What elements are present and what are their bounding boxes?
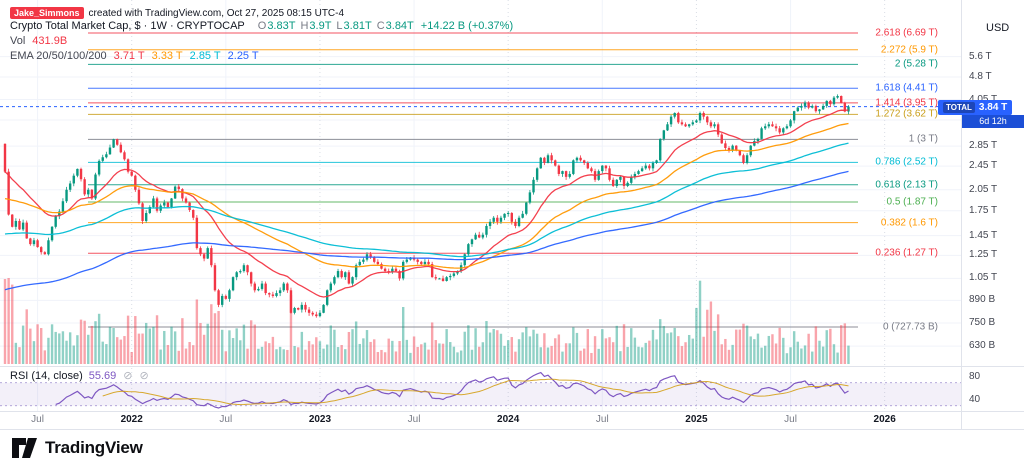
attribution: Jake_Simmons created with TradingView.com… bbox=[10, 4, 513, 19]
price-tick-label: 630 B bbox=[969, 340, 996, 352]
time-tick-label: 2025 bbox=[685, 414, 708, 425]
ema200-value: 2.25 T bbox=[227, 50, 259, 62]
low-value: 3.81T bbox=[343, 20, 372, 32]
rsi-tick-label: 80 bbox=[969, 371, 981, 382]
open-value: 3.83T bbox=[267, 20, 296, 32]
time-tick-label: 2023 bbox=[308, 414, 332, 425]
price-tick-label: 2.45 T bbox=[969, 160, 998, 172]
rsi-legend-row[interactable]: RSI (14, close) 55.69 ⊘ ⊘ bbox=[10, 369, 149, 382]
symbol-title: Crypto Total Market Cap, $ · 1W · CRYPTO… bbox=[10, 20, 245, 32]
time-tick-label: 2026 bbox=[873, 414, 896, 425]
price-tick-label: 1.25 T bbox=[969, 249, 998, 261]
price-tick-label: 2.85 T bbox=[969, 140, 998, 152]
time-tick-label: 2024 bbox=[497, 414, 520, 425]
time-tick-label: Jul bbox=[31, 414, 44, 425]
grid-layer bbox=[0, 0, 962, 411]
rsi-tick-label: 40 bbox=[969, 394, 981, 405]
time-tick-label: 2022 bbox=[120, 414, 143, 425]
badge-symbol: TOTAL bbox=[943, 101, 975, 113]
time-tick-label: Jul bbox=[595, 414, 609, 425]
rsi-label: RSI (14, close) bbox=[10, 370, 83, 382]
tradingview-logo-text: TradingView bbox=[45, 438, 143, 457]
high-label: H bbox=[300, 20, 309, 32]
symbol-legend-row[interactable]: Crypto Total Market Cap, $ · 1W · CRYPTO… bbox=[10, 19, 513, 34]
rsi-value: 55.69 bbox=[88, 370, 117, 382]
price-tick-label: 4.05 T bbox=[969, 94, 997, 105]
close-value: 3.84T bbox=[385, 20, 414, 32]
price-tick-label: 750 B bbox=[969, 317, 996, 328]
main-chart[interactable] bbox=[0, 0, 962, 430]
settings-icon[interactable]: ⊘ bbox=[139, 370, 149, 382]
price-tick-label: 1.45 T bbox=[969, 229, 998, 241]
rsi-layer bbox=[0, 371, 962, 409]
candles-layer bbox=[3, 94, 850, 318]
attribution-text: created with TradingView.com, Oct 27, 20… bbox=[88, 8, 345, 19]
current-price-badge[interactable]: TOTAL 3.84 T bbox=[938, 99, 1013, 115]
tradingview-logo-icon bbox=[12, 438, 37, 458]
price-tick-label: 1.75 T bbox=[969, 204, 998, 216]
axis-divider bbox=[961, 0, 962, 430]
price-tick-label: 890 B bbox=[969, 294, 996, 306]
chart-legend: Jake_Simmons created with TradingView.com… bbox=[10, 4, 513, 64]
ema-legend-row[interactable]: EMA 20/50/100/200 3.71 T 3.33 T 2.85 T 2.25 … bbox=[10, 49, 513, 64]
divider bbox=[0, 429, 1024, 430]
volume-layer bbox=[3, 278, 850, 364]
time-tick-label: Jul bbox=[784, 414, 797, 425]
close-label: C bbox=[376, 20, 385, 32]
price-tick-label: 5.6 T bbox=[969, 50, 992, 62]
volume-legend-row[interactable]: Vol 431.9B bbox=[10, 34, 513, 49]
pane-divider[interactable] bbox=[0, 366, 1024, 367]
time-axis[interactable]: Jul 2022 Jul 2023 Jul 2024 Jul 2025 Jul 2026 bbox=[0, 413, 962, 429]
pane-divider[interactable] bbox=[0, 411, 1024, 412]
eye-icon[interactable]: ⊘ bbox=[123, 370, 133, 382]
ema50-value: 3.33 T bbox=[151, 50, 183, 62]
price-tick-label: 4.8 T bbox=[969, 71, 992, 83]
high-value: 3.9T bbox=[309, 20, 332, 32]
open-label: O bbox=[257, 20, 267, 32]
time-tick-label: Jul bbox=[219, 414, 233, 425]
ema-layer bbox=[4, 109, 849, 298]
fib-lines-layer bbox=[88, 32, 858, 328]
ema-label: EMA 20/50/100/200 bbox=[10, 50, 107, 62]
volume-label: Vol bbox=[10, 35, 26, 47]
bar-close-countdown: 6d 12h bbox=[962, 114, 1024, 128]
badge-price: 3.84 T bbox=[978, 101, 1008, 113]
volume-value: 431.9B bbox=[32, 35, 68, 47]
time-tick-label: Jul bbox=[407, 414, 421, 425]
ema100-value: 2.85 T bbox=[189, 50, 221, 62]
price-axis[interactable]: USD 5.6 T4.8 T4.05 T3.47 T2.85 T2.45 T2.… bbox=[962, 0, 1024, 430]
low-label: L bbox=[336, 20, 343, 32]
price-tick-label: 1.05 T bbox=[969, 272, 998, 284]
price-tick-label: 2.05 T bbox=[969, 183, 998, 195]
axis-unit-label: USD bbox=[986, 22, 1010, 34]
tradingview-logo[interactable]: TradingView bbox=[12, 437, 143, 459]
change-value: +14.22 B (+0.37%) bbox=[420, 20, 514, 32]
author-badge: Jake_Simmons bbox=[10, 7, 84, 19]
ema20-value: 3.71 T bbox=[113, 50, 145, 62]
